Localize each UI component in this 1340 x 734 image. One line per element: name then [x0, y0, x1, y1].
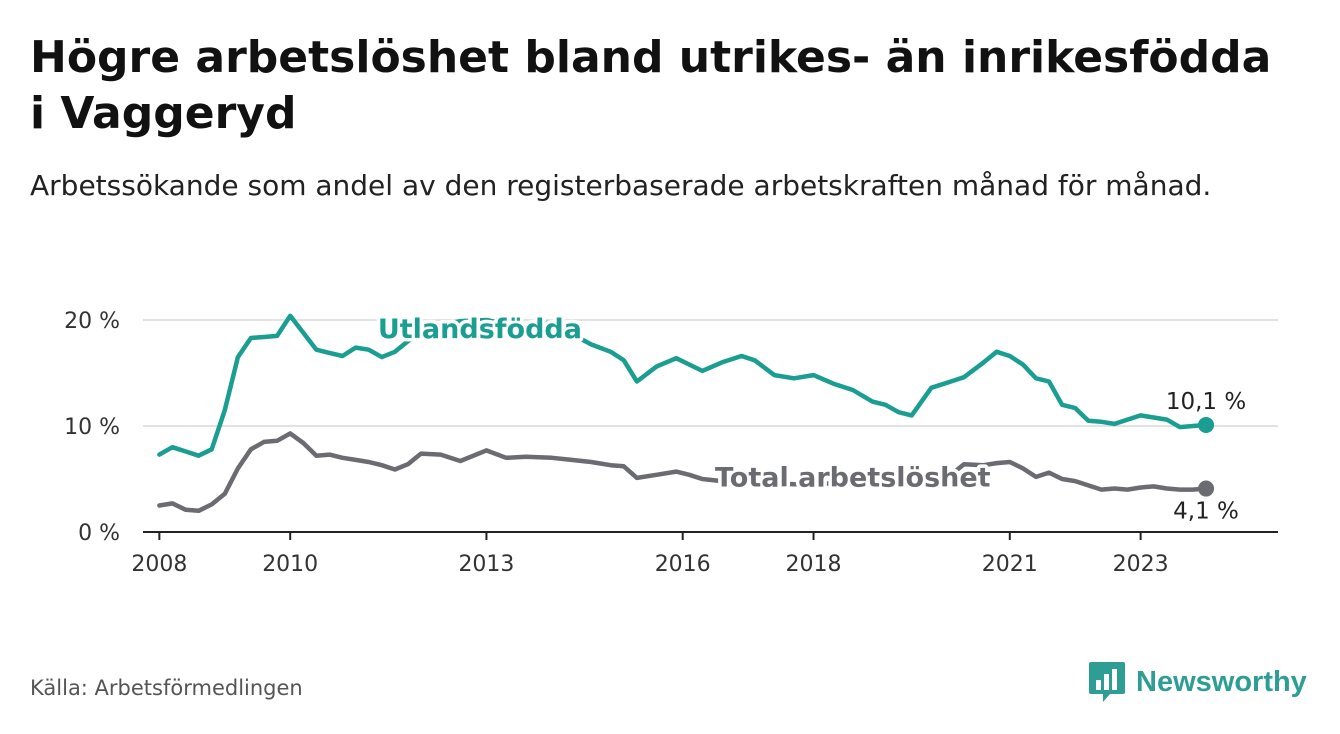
x-tick-label: 2018	[786, 552, 842, 577]
chart-subtitle: Arbetssökande som andel av den registerb…	[30, 169, 1212, 202]
x-tick-label: 2013	[458, 552, 514, 577]
brand-name: Newsworthy	[1136, 665, 1307, 698]
utlandsfodda-end-label: 10,1 %	[1166, 389, 1246, 415]
y-tick-label: 20 %	[64, 309, 120, 334]
x-tick-label: 2008	[131, 552, 187, 577]
x-tick-label: 2021	[982, 552, 1038, 577]
source-note: Källa: Arbetsförmedlingen	[30, 676, 303, 700]
total-arbetsloshet-end-label: 4,1 %	[1173, 499, 1239, 525]
series-annotations: Utlandsfödda Total arbetslöshet	[374, 311, 994, 497]
series-endpoints: 10,1 % 4,1 %	[1166, 389, 1246, 525]
x-tick-label: 2016	[655, 552, 711, 577]
chart-title: Högre arbetslöshet bland utrikes- än inr…	[30, 32, 1272, 139]
x-tick-label: 2010	[262, 552, 318, 577]
total-arbetsloshet-end-point	[1198, 480, 1215, 497]
utlandsfodda-label: Utlandsfödda	[378, 314, 582, 345]
series-lines	[157, 313, 1209, 514]
x-tick-label: 2023	[1113, 552, 1169, 577]
y-tick-label: 10 %	[64, 415, 120, 440]
total-arbetsloshet-line	[157, 431, 1209, 514]
utlandsfodda-line	[157, 313, 1209, 458]
total-arbetsloshet-label: Total arbetslöshet	[715, 462, 991, 493]
newsworthy-logo[interactable]: Newsworthy	[1088, 660, 1307, 704]
x-axis: 2008 2010 2013 2016 2018 2021 2023	[131, 531, 1278, 577]
y-tick-label: 0 %	[78, 521, 120, 546]
newsworthy-logo-icon	[1089, 662, 1125, 702]
gridlines	[143, 319, 1278, 427]
utlandsfodda-end-point	[1198, 416, 1215, 433]
y-axis-ticks: 0 % 10 % 20 %	[64, 309, 120, 546]
